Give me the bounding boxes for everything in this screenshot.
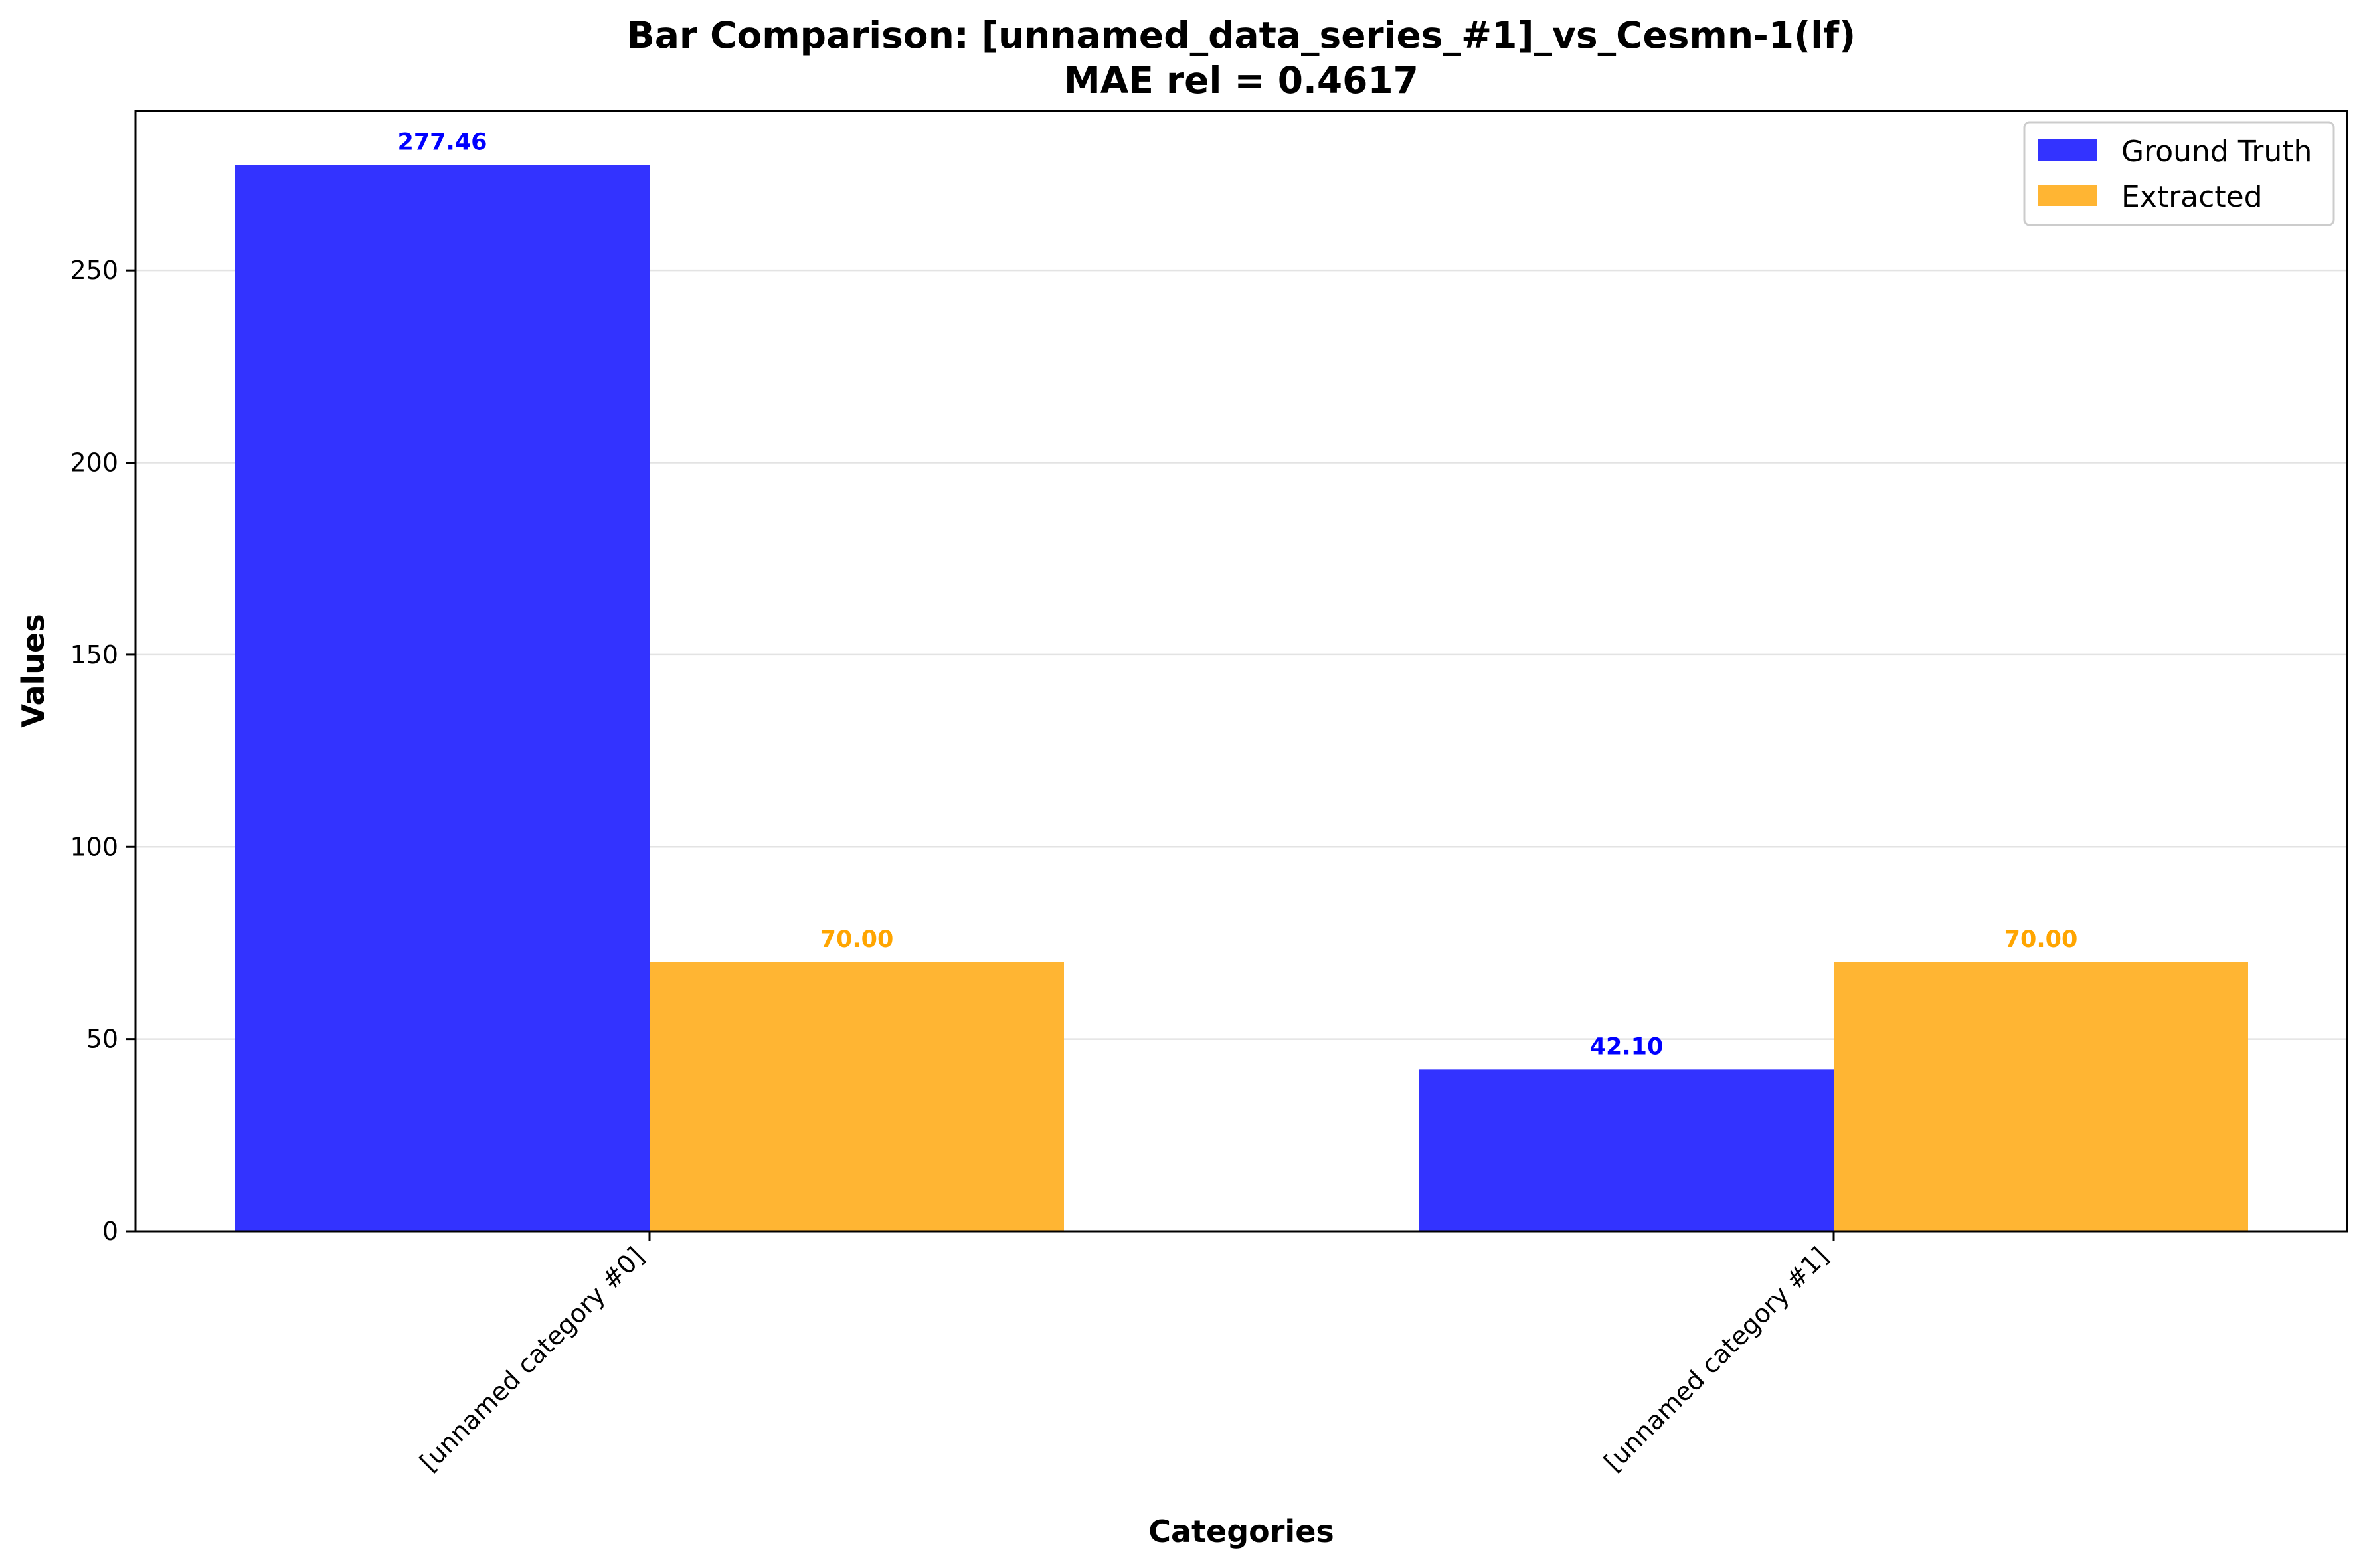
- y-tick-label: 250: [70, 256, 118, 285]
- legend: Ground Truth Extracted: [2023, 121, 2335, 226]
- legend-box: [2023, 121, 2335, 226]
- legend-swatch-extracted: [2038, 185, 2097, 206]
- bar: [1834, 962, 2248, 1231]
- bar-value-label: 70.00: [820, 926, 894, 953]
- y-tick-label: 50: [86, 1025, 118, 1054]
- bars: [235, 165, 2248, 1231]
- bar: [235, 165, 650, 1231]
- chart-title: Bar Comparison: [unnamed_data_series_#1]…: [627, 14, 1856, 56]
- legend-label-ground-truth: Ground Truth: [2121, 135, 2312, 169]
- bar-value-label: 277.46: [397, 129, 487, 155]
- y-tick-label: 100: [70, 832, 118, 861]
- y-tick-label: 0: [102, 1217, 118, 1246]
- y-tick-label: 150: [70, 640, 118, 669]
- bar: [650, 962, 1064, 1231]
- legend-label-extracted: Extracted: [2121, 180, 2263, 214]
- bar-value-label: 70.00: [2004, 926, 2078, 953]
- chart-subtitle: MAE rel = 0.4617: [1064, 59, 1419, 102]
- legend-swatch-ground-truth: [2038, 139, 2097, 161]
- bar-value-labels: 277.46 42.10 70.00 70.00: [397, 129, 2077, 1060]
- bar: [1419, 1069, 1834, 1231]
- plot-frame: [134, 110, 2348, 1233]
- y-axis-label: Values: [15, 614, 51, 727]
- x-axis-label: Categories: [1148, 1514, 1334, 1549]
- bar-value-label: 42.10: [1590, 1033, 1664, 1060]
- y-tick-label: 200: [70, 448, 118, 478]
- y-axis-ticks: 0 50 100 150 200 250: [70, 256, 135, 1246]
